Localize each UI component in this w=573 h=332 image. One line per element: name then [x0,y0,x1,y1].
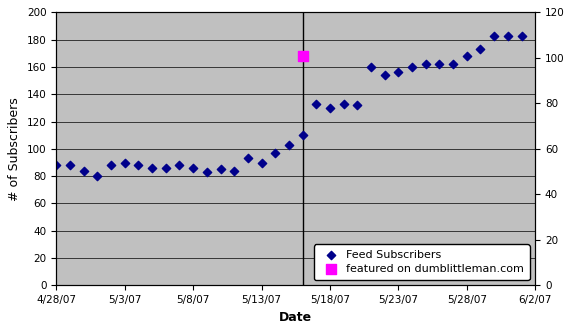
Feed Subscribers [257,160,266,165]
Feed Subscribers [134,163,143,168]
Feed Subscribers [517,33,526,38]
Feed Subscribers [93,174,102,179]
Feed Subscribers [65,163,74,168]
Feed Subscribers [216,167,225,172]
Feed Subscribers [353,103,362,108]
featured on dumblittleman.com [298,53,307,59]
Feed Subscribers [476,46,485,52]
Feed Subscribers [394,70,403,75]
Feed Subscribers [449,61,458,67]
X-axis label: Date: Date [279,311,312,324]
Feed Subscribers [367,64,376,70]
Feed Subscribers [325,105,335,111]
Feed Subscribers [175,163,184,168]
Feed Subscribers [120,160,129,165]
Feed Subscribers [189,165,198,171]
Feed Subscribers [202,169,211,175]
Feed Subscribers [147,165,156,171]
Feed Subscribers [107,163,116,168]
Feed Subscribers [298,132,307,138]
Feed Subscribers [435,61,444,67]
Feed Subscribers [270,150,280,156]
Feed Subscribers [284,142,293,147]
Feed Subscribers [421,61,430,67]
Feed Subscribers [503,33,512,38]
Feed Subscribers [462,53,472,59]
Legend: Feed Subscribers, featured on dumblittleman.com: Feed Subscribers, featured on dumblittle… [314,244,529,280]
Feed Subscribers [79,168,88,173]
Feed Subscribers [489,33,499,38]
Feed Subscribers [312,101,321,107]
Feed Subscribers [339,101,348,107]
Feed Subscribers [230,168,239,173]
Y-axis label: # of Subscribers: # of Subscribers [9,97,21,201]
Feed Subscribers [407,64,417,70]
Feed Subscribers [161,165,170,171]
Feed Subscribers [52,163,61,168]
Feed Subscribers [380,72,389,78]
Feed Subscribers [244,156,253,161]
